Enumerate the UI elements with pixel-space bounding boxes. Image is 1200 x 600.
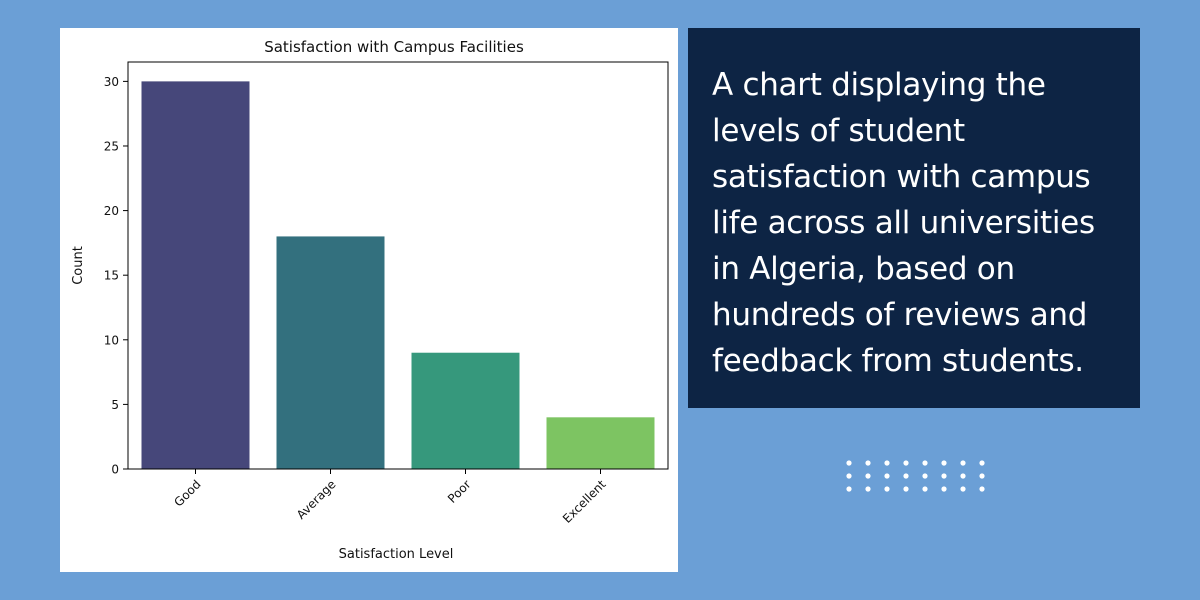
y-tick-label: 0 (111, 463, 119, 477)
y-tick-label: 15 (104, 269, 119, 283)
decorative-dot (941, 460, 947, 466)
decorative-dot (922, 486, 928, 492)
decorative-dot (884, 460, 890, 466)
decorative-dots (846, 460, 985, 492)
x-tick-label: Poor (445, 477, 474, 506)
x-tick-label: Good (171, 477, 203, 509)
decorative-dot (903, 486, 909, 492)
decorative-dot (960, 486, 966, 492)
description-panel: A chart displaying the levels of student… (688, 28, 1140, 408)
description-text: A chart displaying the levels of student… (712, 67, 1095, 379)
plot-frame (127, 61, 669, 470)
decorative-dot (865, 460, 871, 466)
decorative-dot (903, 473, 909, 479)
decorative-dot (922, 473, 928, 479)
decorative-dot (960, 460, 966, 466)
decorative-dot (941, 486, 947, 492)
decorative-dot (865, 473, 871, 479)
x-axis-label: Satisfaction Level (339, 547, 454, 562)
y-tick-label: 5 (111, 398, 119, 412)
x-tick-label: Excellent (560, 477, 609, 526)
bar-poor (411, 352, 520, 469)
decorative-dot (846, 460, 852, 466)
bar-good (141, 81, 250, 469)
decorative-dot (941, 473, 947, 479)
decorative-dot (979, 473, 985, 479)
decorative-dot (846, 473, 852, 479)
y-tick-label: 25 (104, 139, 119, 153)
y-tick-label: 30 (104, 75, 119, 89)
chart-title: Satisfaction with Campus Facilities (264, 38, 524, 56)
chart-card: Satisfaction with Campus Facilities 0 5 10… (60, 28, 678, 572)
decorative-dot (865, 486, 871, 492)
y-axis-label: Count (71, 246, 86, 285)
decorative-dot (979, 486, 985, 492)
bar-chart: Satisfaction with Campus Facilities 0 5 10… (71, 38, 669, 562)
decorative-dot (903, 460, 909, 466)
decorative-dot (884, 486, 890, 492)
decorative-dot (884, 473, 890, 479)
decorative-dot (979, 460, 985, 466)
decorative-dot (922, 460, 928, 466)
x-axis: Good Average Poor Excellent (171, 469, 609, 526)
x-tick-label: Average (294, 477, 339, 522)
bar-average (276, 236, 385, 469)
decorative-dot (846, 486, 852, 492)
y-tick-label: 10 (104, 333, 119, 347)
y-tick-label: 20 (104, 204, 119, 218)
decorative-dot (960, 473, 966, 479)
bar-excellent (546, 417, 655, 469)
bars-layer (141, 81, 655, 469)
y-axis: 0 5 10 15 20 25 30 (104, 75, 128, 477)
